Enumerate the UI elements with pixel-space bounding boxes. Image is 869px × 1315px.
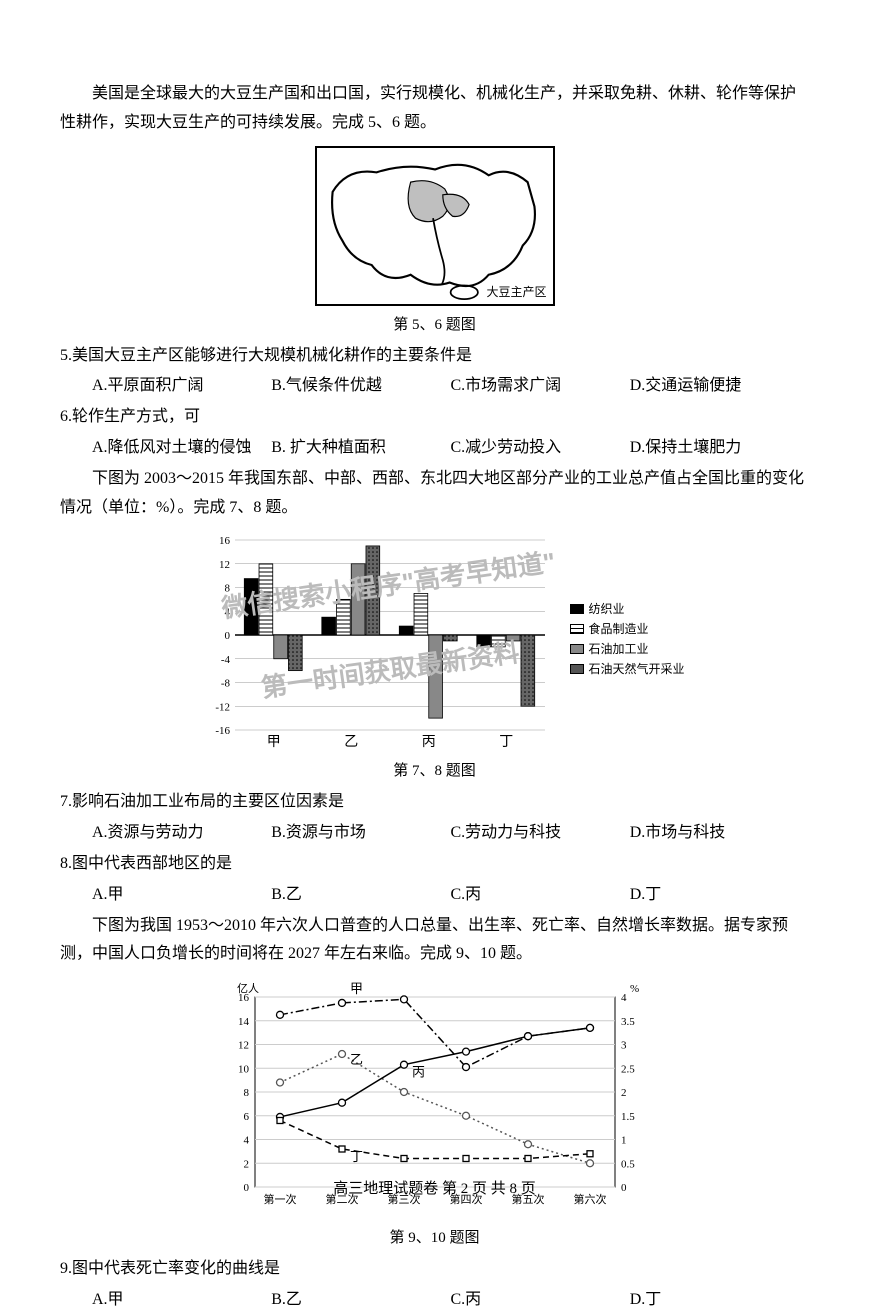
bar-legend: 纺织业 食品制造业 石油加工业 石油天然气开采业	[570, 600, 684, 680]
svg-text:6: 6	[243, 1111, 249, 1123]
q6-opt-b: B. 扩大种植面积	[271, 434, 450, 463]
q7-stem: 7.影响石油加工业布局的主要区位因素是	[60, 788, 809, 817]
q7-opt-b: B.资源与市场	[271, 819, 450, 848]
q5-stem: 5.美国大豆主产区能够进行大规模机械化耕作的主要条件是	[60, 342, 809, 371]
q9-opt-d: D.丁	[630, 1286, 809, 1315]
caption-910: 第 9、10 题图	[60, 1226, 809, 1247]
q7-options: A.资源与劳动力 B.资源与市场 C.劳动力与科技 D.市场与科技	[60, 819, 809, 848]
q8-opt-c: C.丙	[451, 881, 630, 910]
q7-opt-d: D.市场与科技	[630, 819, 809, 848]
q9-opt-a: A.甲	[92, 1286, 271, 1315]
q8-options: A.甲 B.乙 C.丙 D.丁	[60, 881, 809, 910]
svg-text:16: 16	[238, 992, 250, 1004]
map-svg	[317, 148, 553, 304]
svg-text:%: %	[630, 983, 639, 995]
q8-opt-a: A.甲	[92, 881, 271, 910]
svg-text:甲: 甲	[350, 981, 363, 996]
page-footer: 高三地理试题卷 第 2 页 共 8 页	[0, 1177, 869, 1198]
svg-text:-8: -8	[220, 678, 230, 690]
svg-text:-16: -16	[215, 725, 230, 737]
caption-78: 第 7、8 题图	[60, 759, 809, 780]
svg-text:8: 8	[224, 583, 230, 595]
question-6: 6.轮作生产方式，可 A.降低风对土壤的侵蚀 B. 扩大种植面积 C.减少劳动投…	[60, 403, 809, 463]
legend-food: 食品制造业	[570, 620, 684, 637]
q7-opt-c: C.劳动力与科技	[451, 819, 630, 848]
q9-stem: 9.图中代表死亡率变化的曲线是	[60, 1255, 809, 1284]
svg-text:1.5: 1.5	[621, 1111, 635, 1123]
svg-text:8: 8	[243, 1087, 249, 1099]
intro-910: 下图为我国 1953～2010 年六次人口普查的人口总量、出生率、死亡率、自然增…	[60, 912, 809, 970]
q9-options: A.甲 B.乙 C.丙 D.丁	[60, 1286, 809, 1315]
map-label: 大豆主产区	[486, 283, 546, 300]
svg-text:0: 0	[224, 630, 230, 642]
svg-text:12: 12	[238, 1040, 249, 1052]
q5-opt-d: D.交通运输便捷	[630, 372, 809, 401]
question-9: 9.图中代表死亡率变化的曲线是 A.甲 B.乙 C.丙 D.丁	[60, 1255, 809, 1315]
svg-text:4: 4	[243, 1135, 249, 1147]
question-8: 8.图中代表西部地区的是 A.甲 B.乙 C.丙 D.丁	[60, 850, 809, 910]
svg-text:丙: 丙	[421, 735, 435, 750]
svg-text:乙: 乙	[350, 1052, 363, 1067]
svg-text:0.5: 0.5	[621, 1158, 635, 1170]
q6-stem: 6.轮作生产方式，可	[60, 403, 809, 432]
svg-text:4: 4	[224, 607, 230, 619]
figure-910: 亿人% 0246810121416 00.511.522.533.54 第一次第…	[60, 977, 809, 1247]
svg-text:4: 4	[621, 992, 627, 1004]
legend-oil-proc: 石油加工业	[570, 640, 684, 657]
q7-opt-a: A.资源与劳动力	[92, 819, 271, 848]
intro-78: 下图为 2003～2015 年我国东部、中部、西部、东北四大地区部分产业的工业总…	[60, 465, 809, 523]
svg-text:丁: 丁	[499, 735, 513, 750]
svg-text:12: 12	[219, 559, 230, 571]
figure-56: 大豆主产区 第 5、6 题图	[60, 146, 809, 334]
q6-opt-a: A.降低风对土壤的侵蚀	[92, 434, 271, 463]
us-soybean-map: 大豆主产区	[315, 146, 555, 306]
svg-text:1: 1	[621, 1135, 627, 1147]
q6-opt-c: C.减少劳动投入	[451, 434, 630, 463]
svg-text:3: 3	[621, 1040, 627, 1052]
q9-opt-c: C.丙	[451, 1286, 630, 1315]
q8-opt-d: D.丁	[630, 881, 809, 910]
svg-text:2.5: 2.5	[621, 1063, 635, 1075]
q5-opt-b: B.气候条件优越	[271, 372, 450, 401]
question-7: 7.影响石油加工业布局的主要区位因素是 A.资源与劳动力 B.资源与市场 C.劳…	[60, 788, 809, 848]
q8-opt-b: B.乙	[271, 881, 450, 910]
svg-text:2: 2	[621, 1087, 627, 1099]
q5-opt-c: C.市场需求广阔	[451, 372, 630, 401]
bar-chart: -16-12-8-40481216 甲乙丙丁 纺织业 食品制造业 石油加工业 石…	[195, 530, 675, 750]
legend-textile: 纺织业	[570, 600, 684, 617]
svg-text:2: 2	[243, 1158, 249, 1170]
svg-text:-12: -12	[215, 702, 230, 714]
q8-stem: 8.图中代表西部地区的是	[60, 850, 809, 879]
svg-text:乙: 乙	[344, 734, 358, 750]
legend-oil-gas: 石油天然气开采业	[570, 660, 684, 677]
caption-56: 第 5、6 题图	[60, 313, 809, 334]
q9-opt-b: B.乙	[271, 1286, 450, 1315]
q5-opt-a: A.平原面积广阔	[92, 372, 271, 401]
svg-text:丁: 丁	[350, 1149, 363, 1164]
svg-text:-4: -4	[220, 654, 230, 666]
svg-text:10: 10	[238, 1063, 250, 1075]
intro-56: 美国是全球最大的大豆生产国和出口国，实行规模化、机械化生产，并采取免耕、休耕、轮…	[60, 80, 809, 138]
svg-text:16: 16	[219, 535, 231, 547]
svg-text:甲: 甲	[266, 735, 280, 750]
question-5: 5.美国大豆主产区能够进行大规模机械化耕作的主要条件是 A.平原面积广阔 B.气…	[60, 342, 809, 402]
q6-options: A.降低风对土壤的侵蚀 B. 扩大种植面积 C.减少劳动投入 D.保持土壤肥力	[60, 434, 809, 463]
svg-text:14: 14	[238, 1016, 250, 1028]
svg-text:丙: 丙	[412, 1065, 425, 1080]
q6-opt-d: D.保持土壤肥力	[630, 434, 809, 463]
q5-options: A.平原面积广阔 B.气候条件优越 C.市场需求广阔 D.交通运输便捷	[60, 372, 809, 401]
figure-78: -16 -12 -8 -4 0 4 8 12 16 甲 乙 丙 丁 纺织业 食品制造业 石油加工业 石…	[60, 530, 809, 780]
svg-text:3.5: 3.5	[621, 1016, 635, 1028]
